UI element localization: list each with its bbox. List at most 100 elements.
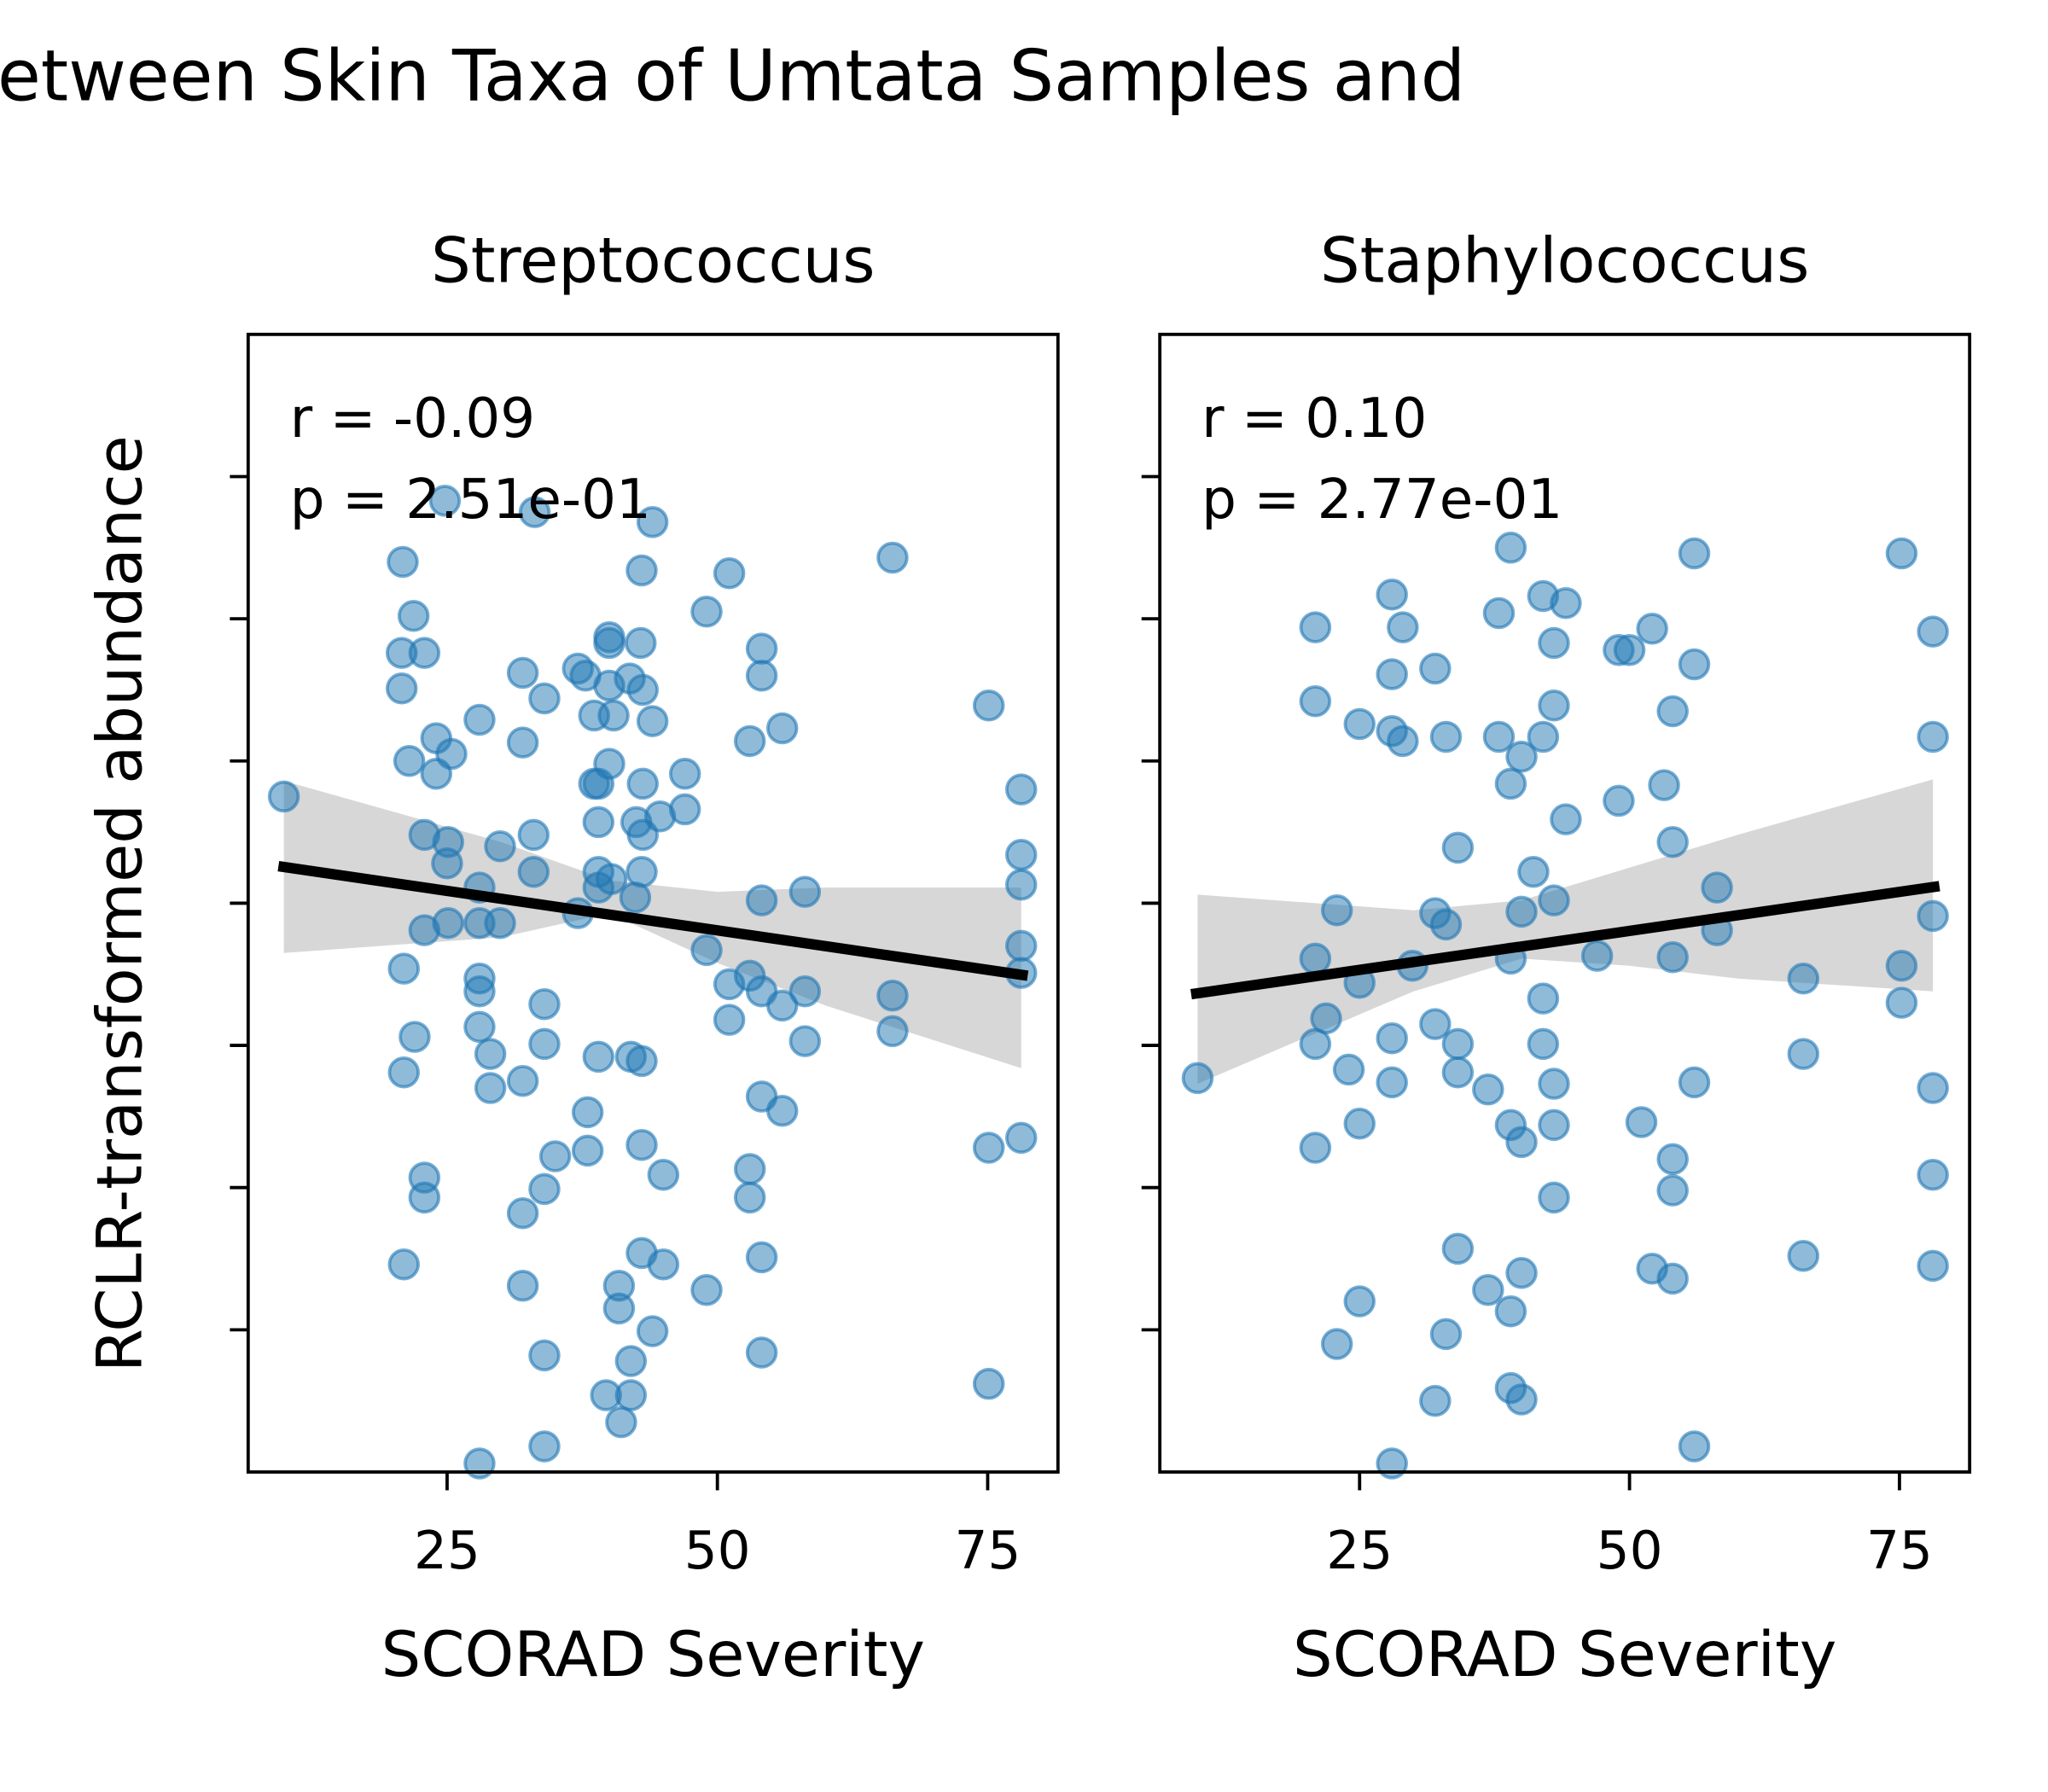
data-point (1429, 720, 1463, 753)
x-tick-label: 25 (1326, 1521, 1393, 1581)
data-point (1505, 1383, 1538, 1416)
data-point (1376, 1066, 1408, 1099)
data-point (432, 906, 464, 940)
data-point (506, 1064, 539, 1097)
data-point (1310, 1002, 1342, 1035)
axes-frame (1158, 332, 1972, 1474)
data-point (1701, 871, 1733, 904)
data-point (1678, 1430, 1711, 1463)
data-point (713, 1004, 746, 1036)
subplot-title: Staphylococcus (1320, 225, 1809, 298)
data-point (578, 767, 611, 800)
data-point (1376, 658, 1408, 690)
data-point (788, 876, 822, 908)
data-point (1656, 940, 1689, 974)
data-point (1441, 1056, 1475, 1089)
data-point (1419, 1384, 1452, 1417)
data-point (528, 1027, 561, 1061)
data-point (506, 656, 539, 689)
data-point (387, 1248, 421, 1281)
data-point (1505, 1256, 1538, 1289)
data-point (397, 600, 430, 632)
data-point (582, 856, 615, 888)
data-point (1656, 695, 1689, 728)
data-point (876, 979, 909, 1012)
data-point (1429, 908, 1463, 941)
data-point (972, 689, 1005, 722)
data-point (1538, 1181, 1570, 1214)
data-point (625, 554, 658, 587)
data-point (1538, 689, 1570, 722)
data-point (1885, 986, 1918, 1019)
data-point (1580, 940, 1614, 972)
data-point (1885, 949, 1918, 982)
data-point (1505, 895, 1538, 928)
data-point (506, 1269, 539, 1302)
data-point (1441, 1027, 1475, 1061)
data-point (1656, 1174, 1689, 1207)
data-point (1917, 1072, 1949, 1104)
data-point (431, 847, 463, 880)
x-axis-label: SCORAD Severity (1293, 1619, 1836, 1691)
data-point (387, 1056, 421, 1089)
data-point (1004, 839, 1038, 871)
data-point (518, 496, 551, 528)
data-point (428, 485, 462, 517)
data-point (690, 1273, 723, 1306)
data-point (420, 758, 453, 790)
data-point (1387, 611, 1419, 643)
data-point (690, 934, 723, 967)
data-point (1004, 773, 1038, 806)
data-point (517, 856, 550, 888)
data-point (1787, 1239, 1820, 1272)
data-point (582, 806, 615, 839)
x-tick-label: 75 (1866, 1521, 1933, 1581)
data-point (1538, 1108, 1570, 1142)
data-point (1482, 596, 1516, 630)
data-point (1603, 784, 1635, 817)
data-point (463, 1010, 496, 1044)
data-point (624, 626, 657, 660)
data-point (1538, 1068, 1570, 1100)
data-point (474, 1038, 507, 1070)
data-point (876, 541, 909, 574)
data-point (484, 906, 516, 940)
data-point (1299, 611, 1332, 643)
data-point (1299, 1132, 1332, 1164)
data-point (1656, 826, 1689, 858)
data-point (602, 1292, 636, 1325)
data-point (1625, 1106, 1658, 1138)
data-point (1441, 1232, 1475, 1265)
data-point (1387, 724, 1419, 758)
data-point (463, 975, 496, 1008)
data-point (1656, 1143, 1689, 1176)
data-point (1441, 831, 1475, 864)
data-point (408, 1181, 441, 1214)
data-point (625, 1044, 658, 1078)
data-point (528, 1430, 561, 1463)
data-point (1299, 685, 1332, 718)
data-point (733, 1181, 766, 1214)
data-point (1505, 741, 1538, 773)
data-point (463, 703, 496, 736)
data-point (765, 989, 799, 1022)
data-point (1419, 652, 1452, 685)
regression-line (277, 861, 1029, 981)
data-point (1320, 894, 1353, 927)
data-point (528, 1339, 561, 1372)
stat-annotation: p = 2.51e-01 (290, 468, 651, 532)
data-point (625, 1128, 658, 1161)
data-point (1299, 942, 1332, 975)
data-point (636, 705, 669, 737)
data-point (387, 952, 421, 985)
data-point (1343, 1107, 1376, 1140)
data-point (1472, 1073, 1504, 1106)
data-point (569, 660, 602, 692)
confidence-band (1197, 779, 1934, 1085)
stat-annotation: p = 2.77e-01 (1201, 468, 1562, 532)
data-point (1517, 856, 1550, 888)
data-point (267, 780, 300, 813)
data-point (1636, 613, 1668, 645)
